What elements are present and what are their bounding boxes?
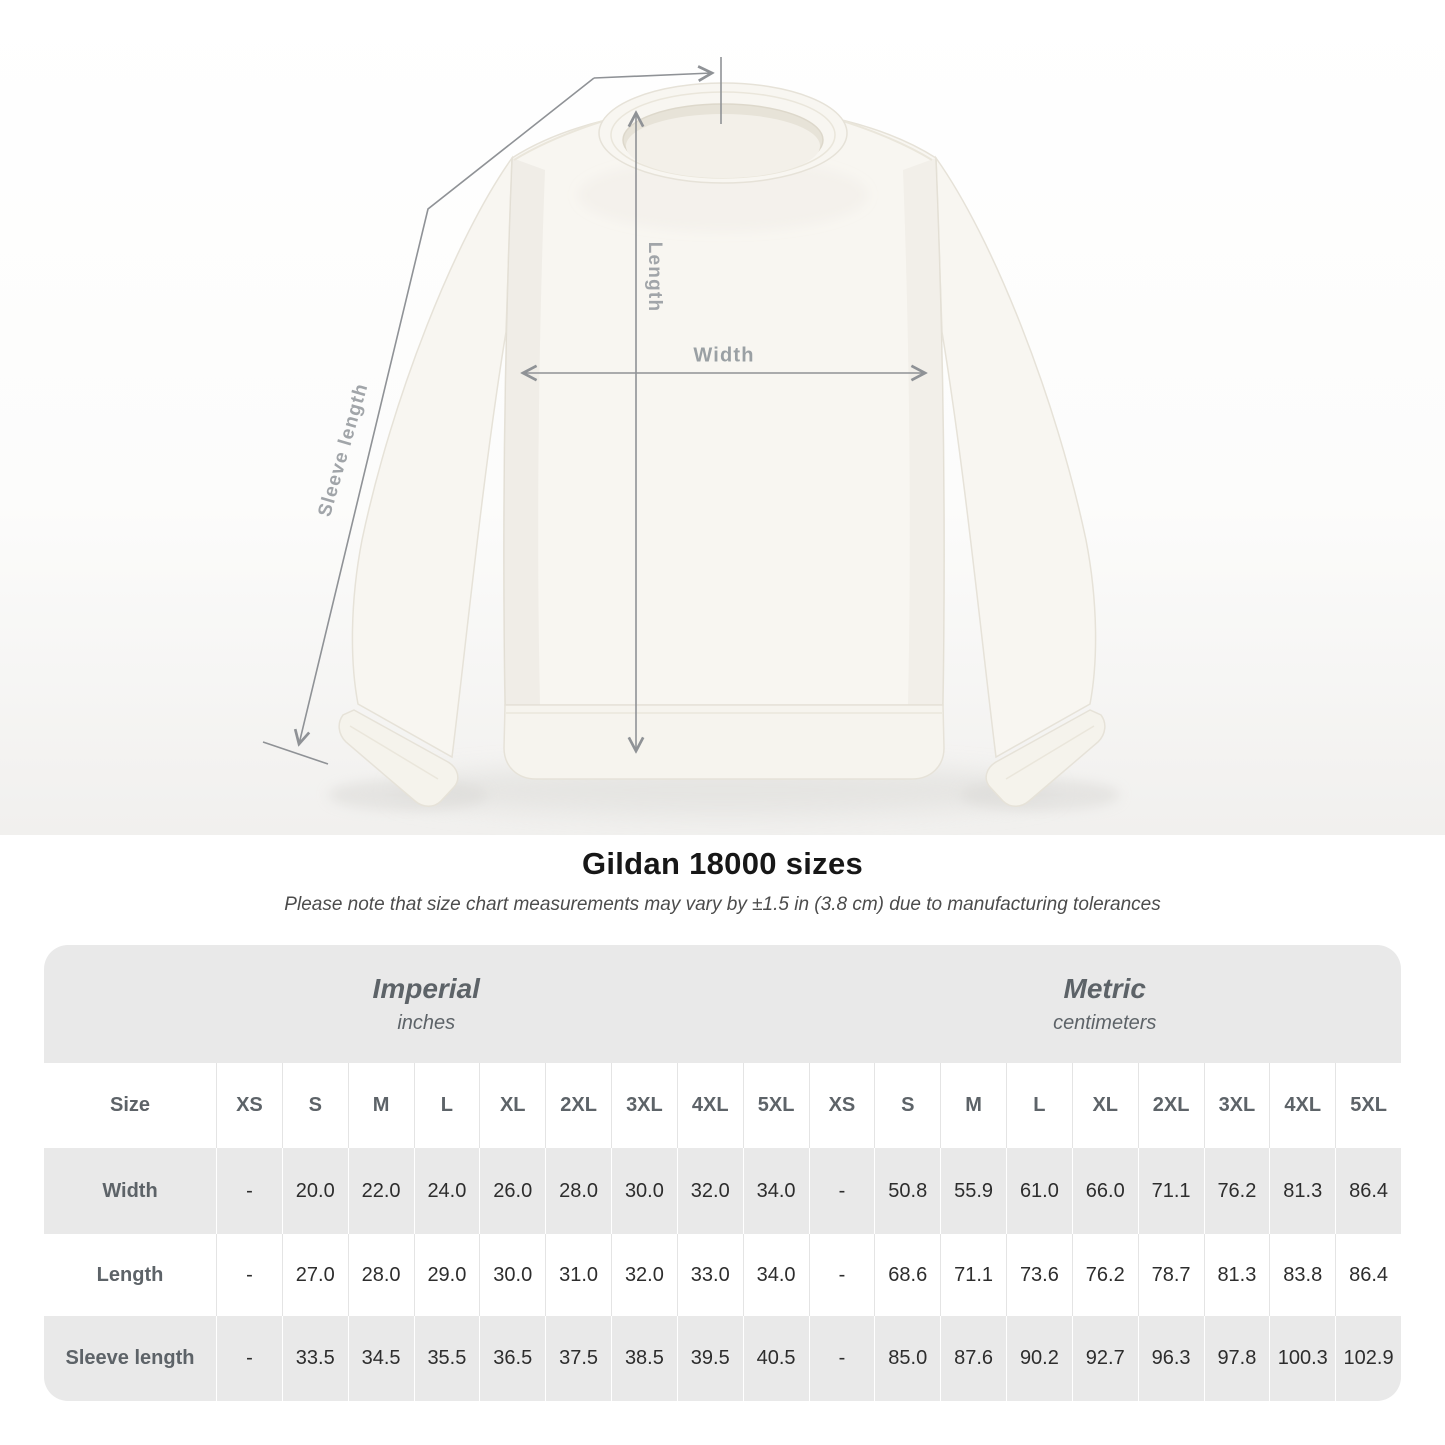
page-title: Gildan 18000 sizes [581,846,864,881]
size-col-header: L [1006,1063,1072,1148]
size-table: Imperial inches Metric centimeters Size XS S M L… [44,945,1401,1401]
value-cell: 76.2 [1203,1148,1270,1234]
size-col-header: M [347,1063,414,1148]
value-cell: 73.6 [1006,1234,1072,1316]
value-cell: 86.4 [1335,1234,1401,1316]
value-cell: 71.1 [940,1234,1006,1316]
size-col-header: 4XL [676,1063,743,1148]
value-cell: 33.0 [676,1234,743,1316]
size-col-header: L [413,1063,480,1148]
group-sublabel: centimeters [1053,1012,1157,1034]
value-cell: - [808,1316,875,1401]
value-cell: 22.0 [347,1148,414,1234]
value-cell: 81.3 [1203,1234,1270,1316]
size-col-header: 2XL [1137,1063,1204,1148]
value-cell: 96.3 [1137,1316,1204,1401]
value-cell: 31.0 [545,1234,611,1316]
value-cell: 55.9 [940,1148,1006,1234]
value-cell: 61.0 [1006,1148,1072,1234]
size-col-header: S [281,1063,348,1148]
value-cell: 71.1 [1137,1148,1204,1234]
group-sublabel: inches [397,1012,456,1034]
size-col-header: XL [479,1063,546,1148]
value-cell: 37.5 [545,1316,611,1401]
value-cell: 34.0 [742,1148,809,1234]
value-cell: 24.0 [413,1148,480,1234]
value-cell: 28.0 [347,1234,414,1316]
right-cuff [985,709,1106,807]
value-cell: 66.0 [1071,1148,1138,1234]
value-cell: 29.0 [413,1234,480,1316]
value-cell: 34.5 [347,1316,414,1401]
group-label: Metric [1063,973,1146,1004]
value-cell: 30.0 [479,1234,546,1316]
size-col-header: XL [1071,1063,1138,1148]
value-cell: 90.2 [1006,1316,1072,1401]
group-header-metric: Metric centimeters [808,945,1401,1063]
value-cell: 35.5 [413,1316,480,1401]
value-cell: 39.5 [676,1316,743,1401]
row-label: Length [44,1234,216,1316]
value-cell: 33.5 [281,1316,348,1401]
sleeve-arrow-line [299,77,595,744]
tolerance-disclaimer: Please note that size chart measurements… [284,894,1161,915]
value-cell: - [216,1316,282,1401]
value-cell: 83.8 [1269,1234,1336,1316]
sweatshirt-illustration [0,0,1445,835]
value-cell: 87.6 [940,1316,1006,1401]
value-cell: 92.7 [1071,1316,1138,1401]
size-col-header: 3XL [611,1063,677,1148]
value-cell: 32.0 [676,1148,743,1234]
value-cell: 100.3 [1269,1316,1336,1401]
width-label: Width [693,344,755,367]
size-col-header: M [940,1063,1006,1148]
sleeve-arrow-top [593,73,712,78]
size-col-header: S [874,1063,941,1148]
value-cell: 27.0 [281,1234,348,1316]
value-cell: 36.5 [479,1316,546,1401]
value-cell: 102.9 [1335,1316,1401,1401]
value-cell: 28.0 [545,1148,611,1234]
value-cell: 78.7 [1137,1234,1204,1316]
value-cell: 40.5 [742,1316,809,1401]
value-cell: 76.2 [1071,1234,1138,1316]
value-cell: 97.8 [1203,1316,1270,1401]
size-col-header: 4XL [1269,1063,1336,1148]
group-header-imperial: Imperial inches [44,945,809,1063]
value-cell: 34.0 [742,1234,809,1316]
hem-band [503,704,945,780]
value-cell: 86.4 [1335,1148,1401,1234]
value-cell: 26.0 [479,1148,546,1234]
value-cell: - [216,1234,282,1316]
size-col-header: 5XL [1335,1063,1401,1148]
value-cell: 50.8 [874,1148,941,1234]
row-label: Sleeve length [44,1316,216,1401]
size-col-header: 2XL [545,1063,611,1148]
value-cell: 85.0 [874,1316,941,1401]
value-cell: - [216,1148,282,1234]
size-col-header: XS [216,1063,282,1148]
value-cell: 20.0 [281,1148,348,1234]
row-label: Width [44,1148,216,1234]
group-label: Imperial [372,973,480,1004]
sweatshirt-figure: Length Width Sleeve length [0,0,1445,835]
value-cell: 68.6 [874,1234,941,1316]
length-label: Length [644,241,665,313]
value-cell: 30.0 [611,1148,677,1234]
measurement-lines [262,57,925,765]
left-cuff [338,709,459,807]
size-corner-label: Size [44,1063,216,1148]
value-cell: 32.0 [611,1234,677,1316]
sweatshirt [338,82,1106,807]
value-cell: - [808,1148,875,1234]
size-col-header: 5XL [742,1063,809,1148]
value-cell: 38.5 [611,1316,677,1401]
cuff-tick [262,741,329,765]
value-cell: 81.3 [1269,1148,1336,1234]
size-col-header: 3XL [1203,1063,1270,1148]
size-col-header: XS [808,1063,875,1148]
value-cell: - [808,1234,875,1316]
